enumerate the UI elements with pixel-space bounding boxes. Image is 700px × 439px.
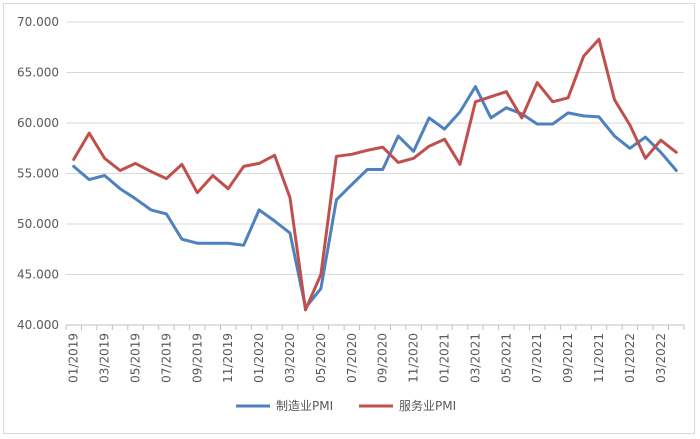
legend: 制造业PMI 服务业PMI [236,398,456,413]
x-tick-label: 05/2021 [499,333,513,383]
series-lines [72,37,678,312]
x-tick-label: 03/2022 [654,333,668,383]
y-tick-label: 70.000 [17,15,59,29]
x-tick-label: 03/2019 [98,333,112,383]
y-tick-label: 65.000 [17,66,59,80]
chart-frame [3,3,695,434]
x-tick-label: 07/2019 [159,333,173,383]
x-tick-label: 01/2022 [623,333,637,383]
x-tick-label: 01/2020 [252,333,266,383]
y-tick-label: 40.000 [17,318,59,332]
x-tick-label: 09/2021 [561,333,575,383]
legend-label: 制造业PMI [276,399,333,413]
x-tick-label: 01/2021 [438,333,452,383]
x-tick-label: 05/2019 [129,333,143,383]
x-tick-label: 09/2020 [376,333,390,383]
x-tick-label: 03/2021 [468,333,482,383]
y-tick-label: 60.000 [17,116,59,130]
x-axis: 01/2019 03/2019 05/2019 07/2019 09/2019 11/20… [65,324,685,383]
gridlines [66,21,684,275]
series-line-2 [72,37,678,312]
x-tick-label: 09/2019 [190,333,204,383]
x-tick-label: 05/2020 [314,333,328,383]
y-tick-label: 55.000 [17,167,59,181]
y-tick-label: 45.000 [17,268,59,282]
y-tick-label: 50.000 [17,217,59,231]
x-tick-label: 07/2020 [345,333,359,383]
x-tick-label: 11/2020 [407,333,421,383]
x-tick-label: 01/2019 [67,333,81,383]
x-tick-label: 03/2020 [283,333,297,383]
x-tick-label: 11/2019 [221,333,235,383]
series-line-1 [72,85,678,310]
y-axis: 40.000 45.000 50.000 55.000 60.000 65.000 70.0… [17,15,59,332]
legend-label: 服务业PMI [399,398,456,413]
x-tick-label: 11/2021 [592,333,606,383]
x-tick-label: 07/2021 [530,333,544,383]
